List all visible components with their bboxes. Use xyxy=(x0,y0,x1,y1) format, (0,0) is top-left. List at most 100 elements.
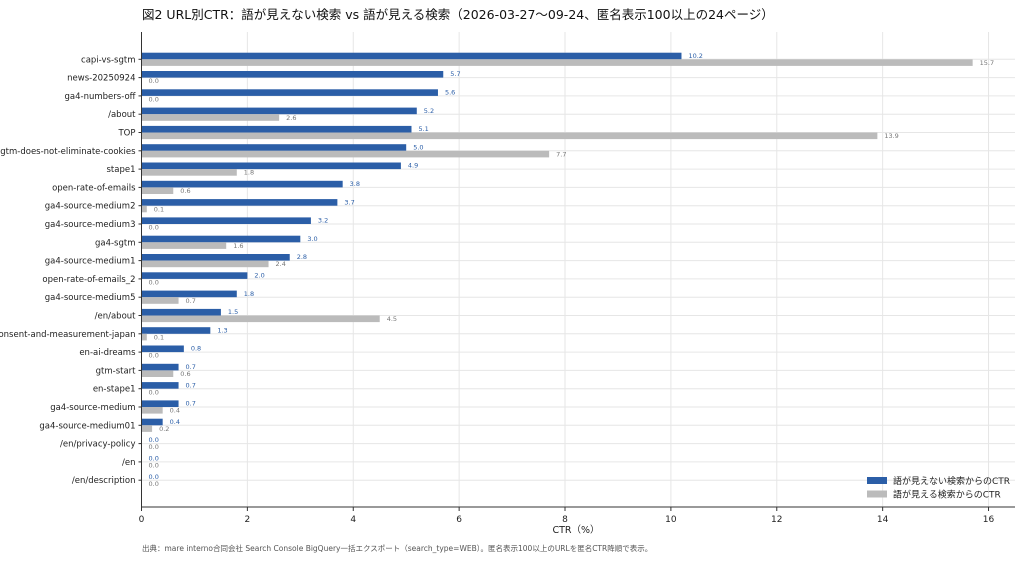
category-labels: capi-vs-sgtm news-20250924 ga4-numbers-off… xyxy=(0,55,137,486)
data-label-series-a: 1.3 xyxy=(217,326,227,334)
bar-series-a xyxy=(141,125,412,133)
data-label-series-b: 1.6 xyxy=(233,242,243,250)
data-label-series-b: 0.0 xyxy=(149,388,159,396)
bar-series-a xyxy=(141,254,290,261)
bar-series-a xyxy=(141,71,444,78)
bar-series-a xyxy=(141,144,407,151)
data-label-series-b: 0.0 xyxy=(149,77,159,85)
data-label-series-b: 0.1 xyxy=(154,333,164,341)
category-label: capi-vs-sgtm xyxy=(81,55,135,65)
bar-series-a xyxy=(141,345,184,353)
data-label-series-a: 1.8 xyxy=(244,290,254,298)
bar-series-b xyxy=(141,242,227,249)
bar-series-b xyxy=(141,169,237,176)
bar-series-b xyxy=(141,407,163,414)
data-label-series-b: 0.0 xyxy=(149,480,159,488)
data-label-series-a: 5.6 xyxy=(445,89,455,97)
bar-series-a xyxy=(141,308,221,316)
x-axis-label: CTR（%） xyxy=(552,524,599,536)
data-label-series-b: 0.0 xyxy=(149,443,159,451)
x-tick-label: 12 xyxy=(771,515,782,525)
x-tick-label: 4 xyxy=(350,515,356,525)
grid xyxy=(141,32,1015,507)
data-label-series-b: 0.0 xyxy=(149,352,159,360)
bars xyxy=(141,52,973,432)
data-label-series-a: 5.0 xyxy=(413,143,423,151)
data-label-series-a: 0.0 xyxy=(149,436,159,444)
x-tick-label: 16 xyxy=(983,515,995,525)
bar-series-b xyxy=(141,114,280,121)
data-label-series-a: 0.7 xyxy=(186,400,196,408)
data-label-series-b: 0.0 xyxy=(149,96,159,104)
x-tick-label: 6 xyxy=(456,515,462,525)
bar-series-a xyxy=(141,400,179,407)
chart-title: 図2 URL別CTR：語が見えない検索 vs 語が見える検索（2026-03-2… xyxy=(142,7,774,22)
category-label: /en/about xyxy=(95,312,137,322)
data-label-series-a: 3.7 xyxy=(344,198,354,206)
data-label-series-a: 5.7 xyxy=(450,70,460,78)
data-label-series-a: 0.7 xyxy=(186,381,196,389)
bar-series-b xyxy=(141,150,550,158)
data-label-series-b: 1.8 xyxy=(244,169,254,177)
bar-series-a xyxy=(141,180,343,188)
bar-series-b xyxy=(141,297,179,304)
data-label-series-b: 0.6 xyxy=(180,370,190,378)
category-label: ga4-source-medium1 xyxy=(45,257,136,267)
data-label-series-a: 10.2 xyxy=(688,52,702,60)
category-label: open-rate-of-emails_2 xyxy=(42,275,135,285)
bar-series-b xyxy=(141,132,878,140)
category-label: /en xyxy=(122,458,135,468)
data-label-series-a: 4.9 xyxy=(408,162,418,170)
data-label-series-a: 0.0 xyxy=(149,455,159,463)
legend: 語が見えない検索からのCTR 語が見える検索からのCTR xyxy=(867,475,1010,501)
bar-series-b xyxy=(141,59,973,66)
category-label: TOP xyxy=(117,129,135,139)
legend-swatch-series-a xyxy=(867,477,887,484)
category-label: ga4-source-medium xyxy=(50,403,135,413)
data-label-series-b: 0.0 xyxy=(149,462,159,470)
bar-series-a xyxy=(141,327,211,334)
category-label: consent-and-measurement-japan xyxy=(0,330,136,340)
bar-series-a xyxy=(141,52,682,60)
x-tick-label: 0 xyxy=(139,515,145,525)
data-label-series-b: 2.6 xyxy=(286,114,296,122)
data-label-series-b: 13.9 xyxy=(884,132,898,140)
bar-series-a xyxy=(141,290,237,298)
data-label-series-a: 3.0 xyxy=(307,235,317,243)
bar-series-a xyxy=(141,235,301,243)
axes: 0 2 4 6 8 10 12 14 16 xyxy=(138,32,1015,525)
category-label: en-stape1 xyxy=(93,385,136,395)
x-tick-label: 2 xyxy=(245,515,251,525)
x-tick-label: 8 xyxy=(562,515,568,525)
bar-series-a xyxy=(141,89,438,96)
category-label: /en/privacy-policy xyxy=(60,440,135,450)
bar-series-b xyxy=(141,205,147,213)
data-label-series-b: 0.2 xyxy=(159,425,169,433)
category-label: ga4-numbers-off xyxy=(65,92,137,102)
data-label-series-a: 2.8 xyxy=(297,253,307,261)
x-tick-label: 14 xyxy=(877,515,889,525)
data-label-series-b: 7.7 xyxy=(556,150,566,158)
legend-label-series-b: 語が見える検索からのCTR xyxy=(893,489,1001,501)
data-label-series-a: 0.8 xyxy=(191,345,201,353)
data-label-series-b: 15.7 xyxy=(980,59,994,67)
bar-series-a xyxy=(141,382,179,389)
data-label-series-b: 2.4 xyxy=(276,260,286,268)
category-label: ga4-source-medium01 xyxy=(39,421,135,431)
bar-series-b xyxy=(141,333,147,341)
category-label: /about xyxy=(108,110,136,120)
data-label-series-a: 0.4 xyxy=(170,418,180,426)
data-label-series-a: 0.7 xyxy=(186,363,196,371)
category-label: ga4-source-medium2 xyxy=(45,202,136,212)
data-label-series-b: 0.0 xyxy=(149,279,159,287)
bar-series-b xyxy=(141,370,174,377)
category-label: en-ai-dreams xyxy=(79,348,136,358)
category-label: sgtm-does-not-eliminate-cookies xyxy=(0,147,136,157)
data-label-series-a: 3.8 xyxy=(350,180,360,188)
bar-series-b xyxy=(141,425,153,432)
data-label-series-a: 1.5 xyxy=(228,308,238,316)
x-tick-label: 10 xyxy=(665,515,677,525)
bar-series-b xyxy=(141,260,269,268)
bar-series-b xyxy=(141,187,174,194)
